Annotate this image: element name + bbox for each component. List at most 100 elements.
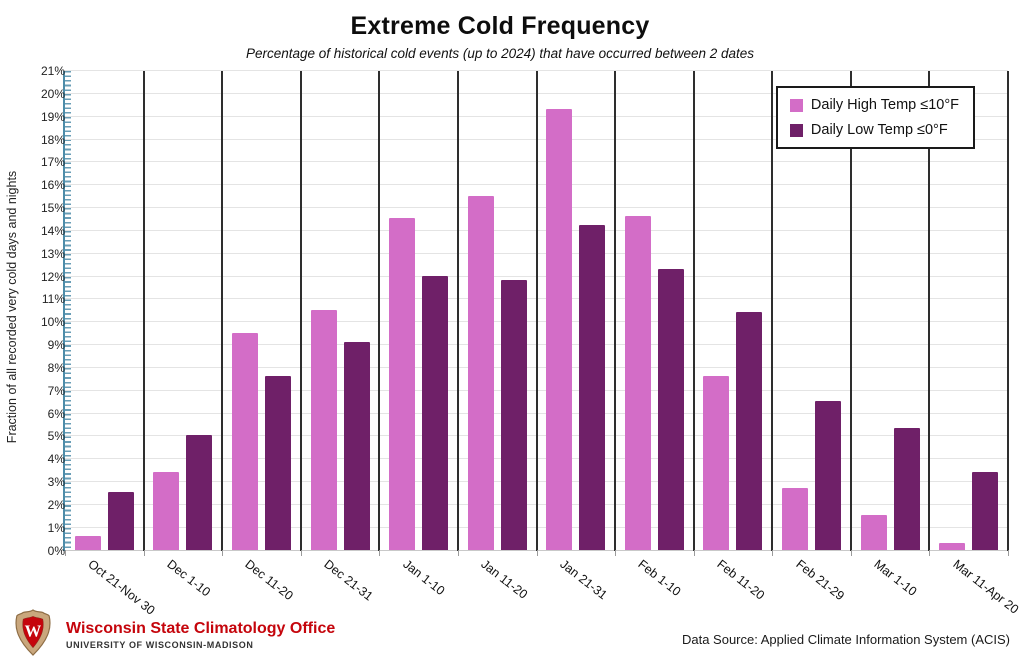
org-name: Wisconsin State Climatology Office (66, 620, 336, 637)
x-axis-tick (379, 550, 381, 556)
org-subtitle: UNIVERSITY OF WISCONSIN-MADISON (66, 640, 254, 650)
bar-daily-low-temp (500, 280, 527, 550)
svg-text:W: W (25, 621, 42, 640)
x-axis-tick (850, 550, 852, 556)
bar-group (615, 216, 694, 550)
y-axis-tick-label: 6% (47, 406, 65, 421)
y-axis-tick-label: 8% (47, 360, 65, 375)
x-axis-category-label: Jan 21-31 (557, 557, 610, 603)
y-axis-tick-label: 19% (40, 109, 65, 124)
y-axis-tick-label: 10% (40, 315, 65, 330)
bar-daily-high-temp (153, 471, 180, 550)
gridline-vertical-separator (142, 71, 145, 551)
x-axis-category-label: Mar 1-10 (871, 557, 920, 599)
gridline-vertical-separator (614, 71, 617, 551)
y-axis-tick-label: 16% (40, 178, 65, 193)
bar-daily-high-temp (782, 487, 809, 550)
bar-daily-high-temp (703, 375, 730, 550)
y-axis-line (63, 71, 65, 551)
bar-daily-high-temp (310, 309, 337, 550)
data-source-note: Data Source: Applied Climate Information… (681, 632, 1010, 647)
y-axis-tick-label: 4% (47, 452, 65, 467)
x-axis-category-label: Jan 11-20 (478, 557, 531, 602)
legend-item: Daily Low Temp ≤0°F (789, 122, 959, 138)
y-axis-tick-label: 3% (47, 475, 65, 489)
y-axis-tick-label: 20% (40, 86, 65, 101)
y-axis-tick-label: 9% (47, 338, 65, 352)
y-axis-tick-label: 7% (47, 383, 65, 398)
x-axis-category-label: Mar 11-Apr 20 (950, 557, 1021, 617)
y-axis-tick-label: 21% (40, 64, 65, 78)
bar-group (65, 492, 144, 550)
bar-daily-high-temp (467, 195, 494, 550)
bar-group (772, 401, 851, 550)
gridline-vertical-separator (692, 71, 695, 551)
y-axis-tick-label: 5% (47, 429, 65, 444)
y-axis-tick-label: 12% (40, 269, 65, 284)
y-axis-minor-ticks (65, 71, 71, 551)
bar-group (537, 108, 616, 550)
gridline-vertical-separator (378, 71, 381, 551)
legend-swatch-icon (789, 123, 803, 137)
chart-title: Extreme Cold Frequency (350, 12, 650, 40)
gridline-vertical-separator (771, 71, 774, 551)
gridline-horizontal (65, 70, 1008, 71)
uw-madison-crest-icon: W (8, 609, 58, 659)
gridline-vertical-separator (299, 71, 302, 551)
bar-daily-high-temp (860, 515, 887, 550)
bar-daily-high-temp (624, 216, 651, 550)
y-axis-tick-label: 1% (47, 520, 65, 535)
x-axis-tick (143, 550, 145, 556)
bar-group (851, 428, 930, 550)
footer-branding: W Wisconsin State Climatology Office UNI… (8, 609, 335, 659)
bar-group (222, 332, 301, 550)
legend-swatch-icon (789, 98, 803, 112)
x-axis-tick (615, 550, 617, 556)
x-axis-tick (772, 550, 774, 556)
bar-daily-low-temp (972, 471, 999, 550)
bar-daily-low-temp (893, 428, 920, 550)
bar-daily-low-temp (422, 275, 449, 550)
legend-item: Daily High Temp ≤10°F (789, 97, 959, 113)
y-axis-tick-label: 14% (40, 223, 65, 238)
x-axis-category-label: Dec 21-31 (321, 557, 376, 604)
x-axis-category-label: Feb 11-20 (714, 557, 768, 603)
bar-daily-low-temp (343, 341, 370, 550)
bar-daily-low-temp (736, 312, 763, 550)
x-axis-category-label: Dec 1-10 (164, 557, 213, 600)
x-axis-category-label: Dec 11-20 (242, 557, 297, 603)
gridline-vertical-separator (456, 71, 459, 551)
y-axis-tick-label: 17% (40, 155, 65, 170)
bar-daily-low-temp (186, 435, 213, 550)
x-axis-tick (457, 550, 459, 556)
x-axis-tick (693, 550, 695, 556)
y-axis-tick-label: 2% (47, 497, 65, 512)
bar-group (694, 312, 773, 550)
legend-label: Daily High Temp ≤10°F (810, 97, 959, 113)
bar-daily-low-temp (579, 225, 606, 550)
x-axis-tick (65, 550, 66, 556)
legend: Daily High Temp ≤10°F Daily Low Temp ≤0°F (775, 86, 975, 149)
bar-daily-low-temp (107, 492, 134, 550)
x-axis-tick (929, 550, 931, 556)
bar-group (144, 435, 223, 550)
gridline-vertical-separator (1007, 71, 1009, 551)
x-axis-tick (1008, 550, 1009, 556)
gridline-vertical-separator (849, 71, 852, 551)
plot-area (63, 70, 1009, 556)
y-axis-tick-label: 18% (40, 132, 65, 147)
x-axis-tick (300, 550, 302, 556)
bar-group (379, 218, 458, 550)
bar-daily-high-temp (74, 535, 101, 550)
bar-daily-high-temp (231, 332, 258, 550)
bar-group (301, 309, 380, 550)
bar-daily-low-temp (815, 401, 842, 550)
x-axis-category-label: Feb 1-10 (635, 557, 684, 599)
x-axis-category-label: Feb 21-29 (792, 557, 847, 604)
y-axis-tick-label: 15% (40, 201, 65, 215)
gridline-vertical-separator (928, 71, 931, 551)
y-axis-tick-label: 0% (47, 543, 65, 558)
bar-daily-high-temp (546, 108, 573, 550)
x-axis-tick (536, 550, 538, 556)
